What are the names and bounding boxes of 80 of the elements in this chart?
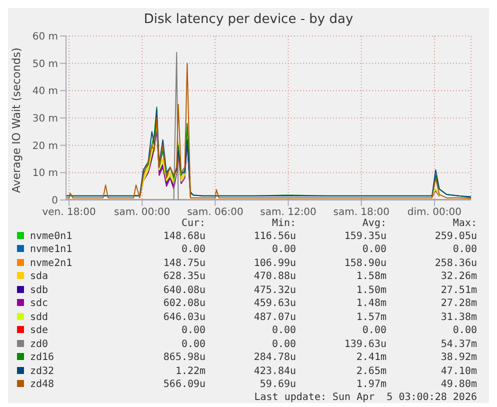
- text: 259.05u: [434, 230, 478, 243]
- text: Cur:: [180, 218, 207, 230]
- x-tick-label: sam. 18:00: [333, 207, 390, 218]
- legend-label: sdb: [29, 284, 50, 297]
- text: 487.07u: [252, 310, 298, 324]
- text: 0.00: [361, 243, 388, 256]
- legend-label: sdd: [29, 310, 50, 324]
- text: 470.88u: [252, 270, 298, 284]
- text: 640.08u: [162, 284, 207, 297]
- x-tick-label: sam. 12:00: [260, 207, 316, 218]
- text: 0.00: [452, 324, 478, 338]
- y-tick-label: 30 m: [32, 114, 58, 125]
- legend-label: nvme1n1: [29, 243, 74, 256]
- text: 628.35u: [162, 270, 207, 284]
- text: 0.00: [180, 324, 207, 338]
- text: 459.63u: [252, 297, 298, 310]
- text: 1.58m: [355, 270, 388, 284]
- text: 27.51m: [440, 284, 478, 297]
- legend-label: sdc: [29, 297, 50, 310]
- legend-label: sda: [29, 270, 50, 284]
- text: 0.00: [180, 338, 207, 351]
- legend-label: sde: [29, 324, 50, 338]
- x-tick-label: dim. 00:00: [407, 207, 462, 218]
- x-tick-label: sam. 00:00: [114, 207, 170, 218]
- legend-label: zd16: [29, 351, 56, 364]
- text: 139.63u: [343, 338, 388, 351]
- x-tick-label: sam. 06:00: [187, 207, 244, 218]
- text: 0.00: [452, 243, 478, 256]
- text: Last update: Sun Apr 5 03:00:28 2026: [253, 392, 478, 403]
- text: 159.35u: [343, 230, 388, 243]
- text: 284.78u: [252, 351, 298, 364]
- text: Max:: [452, 218, 478, 230]
- text: 566.09u: [162, 378, 207, 392]
- text: 59.69u: [258, 378, 298, 392]
- text: 0.00: [180, 243, 207, 256]
- text: 47.10m: [440, 364, 478, 378]
- y-tick-label: 40 m: [32, 86, 58, 98]
- text: 258.36u: [434, 256, 478, 270]
- text: 1.48m: [355, 297, 388, 310]
- legend-label: zd32: [29, 364, 56, 378]
- text: 1.97m: [355, 378, 388, 392]
- text: 865.98u: [162, 351, 207, 364]
- text: 116.56u: [252, 230, 298, 243]
- text: 54.37m: [440, 338, 478, 351]
- y-tick-label: 50 m: [32, 58, 58, 70]
- text: 27.28m: [440, 297, 478, 310]
- y-tick-label: 20 m: [32, 140, 58, 152]
- y-tick-label: 0: [52, 196, 58, 207]
- chart-title: Disk latency per device - by day: [142, 11, 354, 29]
- x-tick-label: ven. 18:00: [42, 207, 96, 218]
- text: Min:: [270, 218, 298, 230]
- text: 106.99u: [252, 256, 298, 270]
- legend-label: nvme0n1: [29, 230, 74, 243]
- text: 1.50m: [355, 284, 388, 297]
- text: 31.38m: [440, 310, 478, 324]
- text: 0.00: [270, 338, 298, 351]
- text: 475.32u: [252, 284, 298, 297]
- text: 148.75u: [162, 256, 207, 270]
- text: 2.65m: [355, 364, 388, 378]
- legend-label: zd0: [29, 338, 50, 351]
- y-axis-title: Average IO Wait (seconds): [10, 48, 23, 193]
- text: 32.26m: [440, 270, 478, 284]
- text: 0.00: [270, 324, 298, 338]
- legend-label: nvme2n1: [29, 256, 74, 270]
- text: 423.84u: [252, 364, 298, 378]
- text: 158.90u: [343, 256, 388, 270]
- y-tick-label: 60 m: [32, 32, 58, 43]
- text: Avg:: [361, 218, 388, 230]
- text: 0.00: [361, 324, 388, 338]
- text: 38.92m: [440, 351, 478, 364]
- text: 602.08u: [162, 297, 207, 310]
- legend-label: zd48: [29, 378, 56, 392]
- text: 646.03u: [162, 310, 207, 324]
- text: 148.68u: [162, 230, 207, 243]
- text: 49.80m: [440, 378, 478, 392]
- text: 1.57m: [355, 310, 388, 324]
- text: 1.22m: [174, 364, 207, 378]
- text: 0.00: [270, 243, 298, 256]
- text: 2.41m: [355, 351, 388, 364]
- y-tick-label: 10 m: [32, 168, 58, 180]
